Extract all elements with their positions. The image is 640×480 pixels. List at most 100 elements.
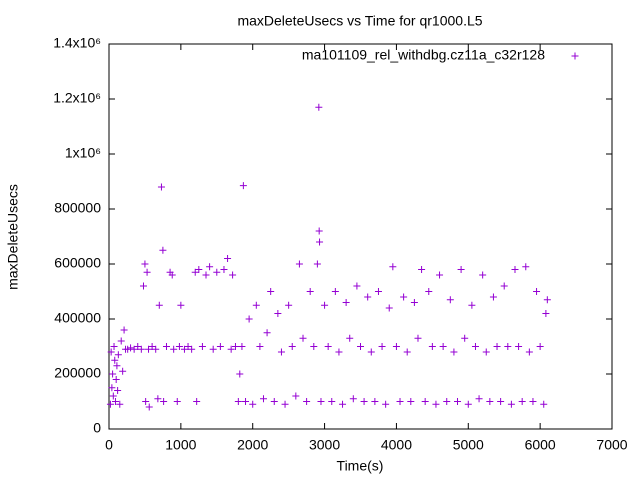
point [313,260,321,268]
point [114,351,122,359]
point [335,348,343,356]
point [315,227,323,235]
point [374,288,382,295]
point [303,398,311,405]
x-tick-label: 5000 [453,437,484,453]
plot-border [108,43,613,430]
point [396,398,404,405]
point [306,288,314,295]
point [342,299,350,306]
point [114,387,122,394]
point [220,266,228,273]
point [285,301,293,309]
point [450,348,458,356]
x-tick-label: 1000 [165,437,196,453]
point [436,271,444,279]
point [349,395,357,403]
point [439,343,447,350]
x-tick-label: 3000 [309,437,340,453]
point [106,400,114,408]
point [317,398,325,405]
point [157,183,165,191]
point [180,345,188,353]
point [421,398,429,405]
point [177,301,185,309]
point [536,343,544,350]
x-tick-label: 7000 [596,437,627,453]
point [392,343,400,350]
point [407,398,415,405]
point [206,263,214,271]
point [193,398,201,405]
point [511,266,519,273]
point [464,400,472,408]
point [500,282,508,290]
point [410,299,418,306]
point [360,398,368,405]
point [110,343,118,350]
point [533,288,541,295]
point [109,370,117,378]
point [202,271,210,279]
point [504,343,512,350]
point [428,343,436,350]
point [213,268,221,276]
point [234,398,242,405]
point [497,398,505,405]
point [117,337,125,345]
point [249,400,257,408]
y-tick-label: 800000 [54,200,101,216]
point [288,343,296,350]
x-tick-label: 6000 [525,437,556,453]
point [155,301,163,309]
point [525,348,533,356]
y-tick-label: 1.2x10⁶ [53,90,101,106]
x-axis-label: Time(s) [337,458,384,474]
y-tick-label: 200000 [54,365,101,381]
point [239,182,247,190]
point [367,348,375,356]
point [328,398,336,405]
point [339,400,347,408]
point [277,348,285,356]
point [184,343,192,350]
point [195,266,203,273]
point [542,310,550,317]
chart-title: maxDeleteUsecs vs Time for qr1000.L5 [237,13,482,29]
y-tick-label: 1.4x10⁶ [53,35,101,51]
point [198,343,206,350]
point [116,400,124,408]
point [389,263,397,271]
point [145,345,153,353]
point [120,326,128,334]
point [139,282,147,290]
point [482,348,490,356]
point [400,293,408,301]
point [141,260,149,268]
point [468,301,476,309]
point [425,288,433,295]
point [216,343,224,350]
legend-label: ma101109_rel_withdbg.cz11a_c32r128 [302,47,545,63]
point [263,329,271,337]
point [543,296,551,304]
point [267,288,275,295]
point [270,398,278,405]
point [245,315,253,323]
point [382,400,390,408]
point [238,343,246,350]
point [107,348,115,356]
point [229,271,237,279]
point [134,343,142,350]
point [315,103,323,111]
point [145,403,153,411]
point [236,370,244,378]
point [142,398,150,405]
point [119,367,127,375]
point [188,345,196,353]
point [227,345,235,353]
point [310,343,318,350]
legend-marker [571,52,579,60]
y-tick-label: 0 [93,420,101,436]
